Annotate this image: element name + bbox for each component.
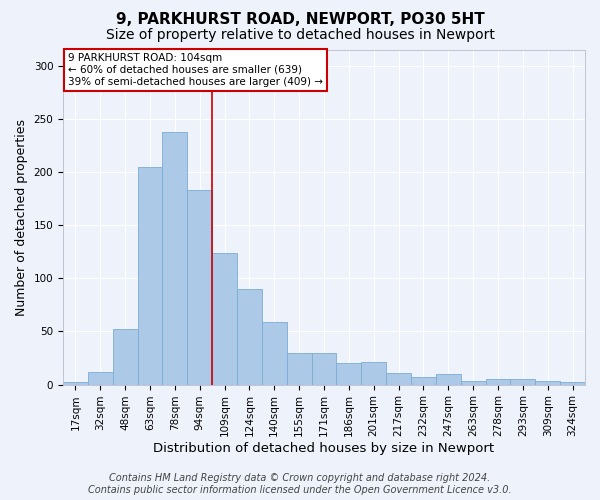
Bar <box>113 330 137 384</box>
Y-axis label: Number of detached properties: Number of detached properties <box>15 119 28 316</box>
Bar <box>88 372 113 384</box>
Bar <box>485 380 511 384</box>
X-axis label: Distribution of detached houses by size in Newport: Distribution of detached houses by size … <box>154 442 494 455</box>
Bar <box>560 382 585 384</box>
Text: Size of property relative to detached houses in Newport: Size of property relative to detached ho… <box>106 28 494 42</box>
Text: 9, PARKHURST ROAD, NEWPORT, PO30 5HT: 9, PARKHURST ROAD, NEWPORT, PO30 5HT <box>116 12 484 28</box>
Bar <box>212 253 237 384</box>
Text: 9 PARKHURST ROAD: 104sqm
← 60% of detached houses are smaller (639)
39% of semi-: 9 PARKHURST ROAD: 104sqm ← 60% of detach… <box>68 54 323 86</box>
Bar <box>337 364 361 384</box>
Bar <box>361 362 386 384</box>
Text: Contains HM Land Registry data © Crown copyright and database right 2024.
Contai: Contains HM Land Registry data © Crown c… <box>88 474 512 495</box>
Bar <box>237 289 262 384</box>
Bar <box>386 373 411 384</box>
Bar <box>137 167 163 384</box>
Bar <box>411 377 436 384</box>
Bar <box>436 374 461 384</box>
Bar <box>163 132 187 384</box>
Bar <box>511 380 535 384</box>
Bar <box>461 382 485 384</box>
Bar <box>287 352 311 384</box>
Bar <box>63 382 88 384</box>
Bar <box>187 190 212 384</box>
Bar <box>535 382 560 384</box>
Bar <box>262 322 287 384</box>
Bar <box>311 352 337 384</box>
